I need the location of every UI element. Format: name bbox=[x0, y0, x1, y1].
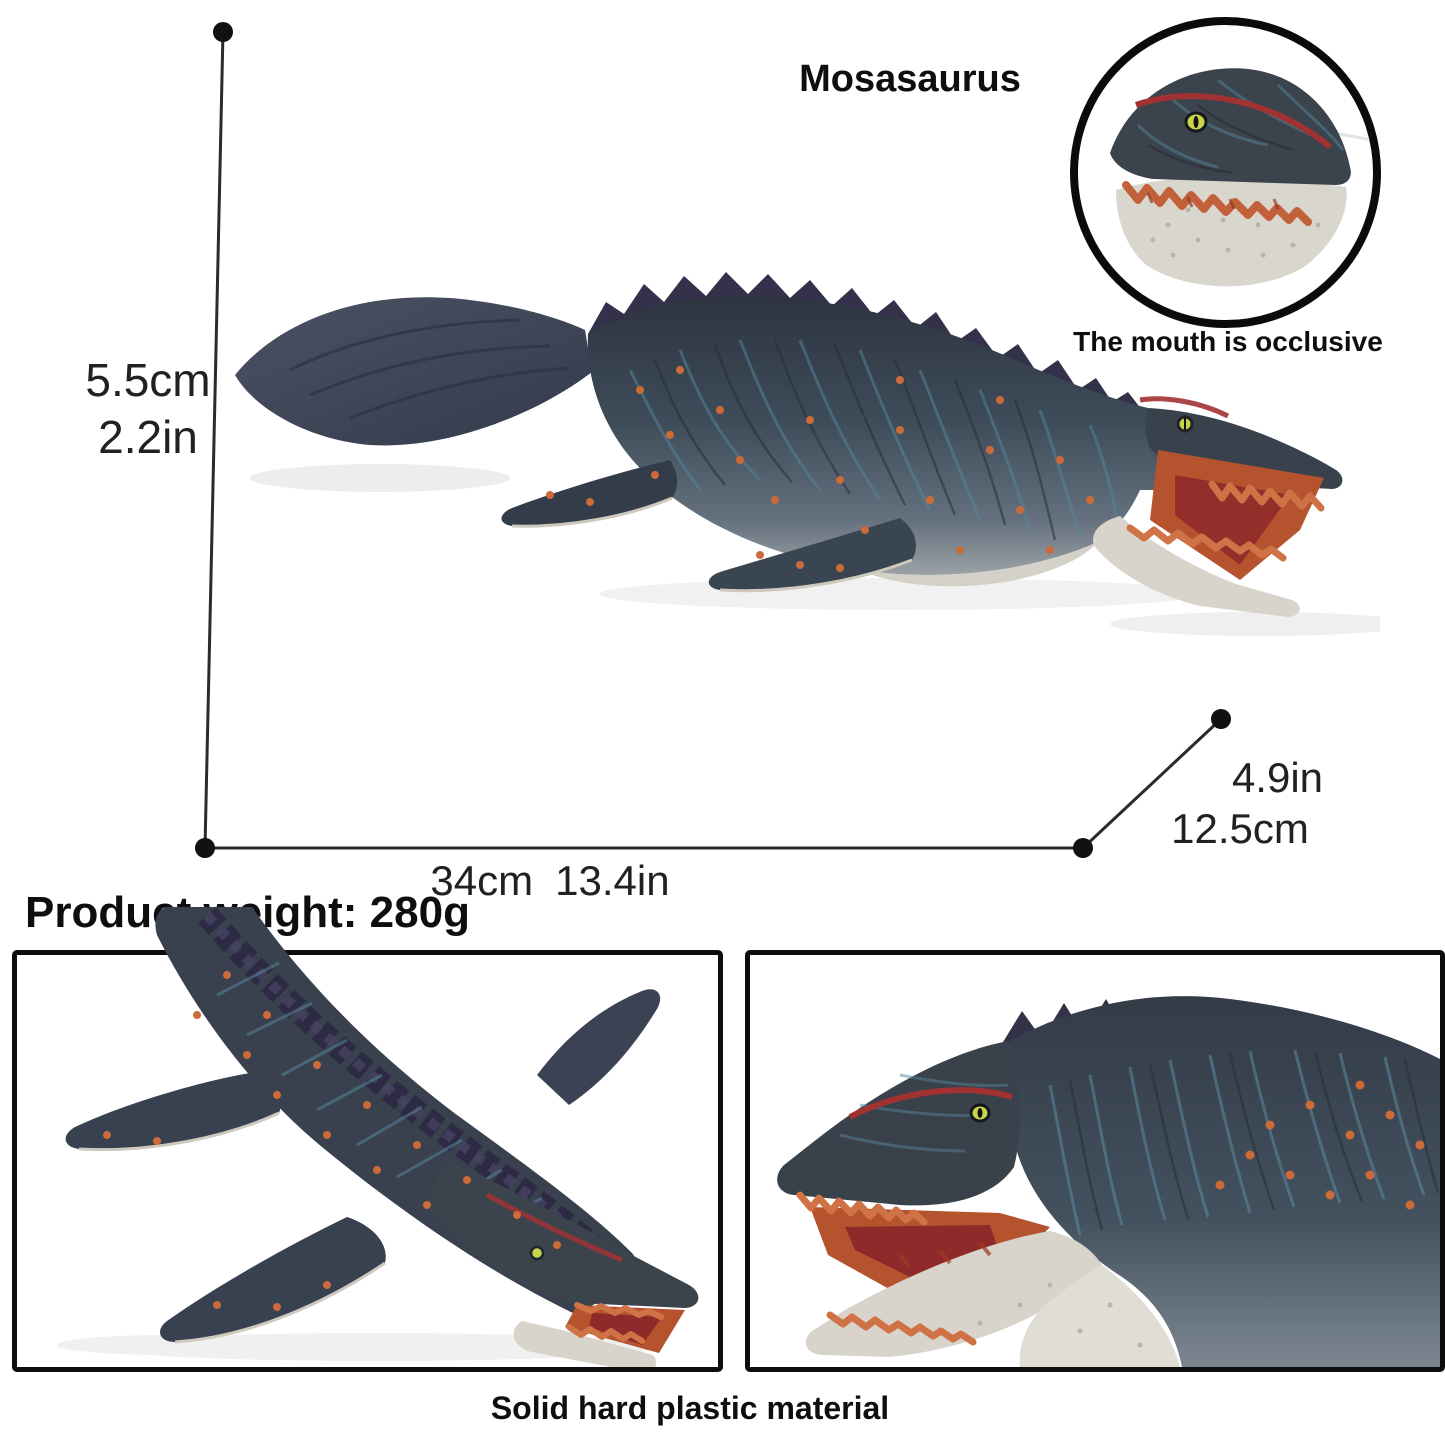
far-flipper bbox=[537, 989, 661, 1105]
dimension-endpoint-dot bbox=[213, 22, 233, 42]
red-stripe bbox=[1139, 396, 1230, 419]
mouth-inset-photo bbox=[1110, 68, 1373, 287]
orange-spots bbox=[1215, 1080, 1425, 1210]
length-in-value: 13.4in bbox=[555, 857, 670, 904]
closeup-upper-head bbox=[777, 1041, 1020, 1206]
inset-lower-jaw bbox=[1116, 176, 1347, 287]
upper-teeth bbox=[1208, 480, 1325, 512]
inset-red-stripe bbox=[1134, 93, 1332, 150]
dimension-endpoint-dot bbox=[1211, 709, 1231, 729]
length-cm-value: 34cm bbox=[430, 857, 534, 904]
dimension-endpoint-dot bbox=[1073, 838, 1093, 858]
rear-flipper bbox=[501, 460, 678, 527]
length-label: 34cm 13.4in bbox=[390, 857, 710, 904]
height-dimension-line bbox=[203, 31, 225, 849]
product-name-label: Mosasaurus bbox=[799, 58, 1021, 100]
head-closeup-photo bbox=[777, 996, 1440, 1367]
dimension-lines bbox=[195, 22, 1231, 858]
body bbox=[587, 295, 1220, 575]
closeup-red-stripe bbox=[848, 1087, 1013, 1120]
depth-cm-label: 12.5cm bbox=[1171, 805, 1309, 852]
material-caption: Solid hard plastic material bbox=[490, 1390, 890, 1426]
top-view-lower-jaw bbox=[513, 1321, 657, 1367]
dimension-endpoint-dot bbox=[195, 838, 215, 858]
height-in-label: 2.2in bbox=[98, 411, 198, 463]
inset-occluded-teeth bbox=[1122, 181, 1312, 226]
closeup-lower-teeth bbox=[826, 1311, 977, 1346]
top-view-eye bbox=[529, 1245, 545, 1261]
bottom-left-flipper bbox=[160, 1217, 386, 1342]
inset-caption: The mouth is occlusive bbox=[1073, 326, 1383, 357]
main-product-photo bbox=[235, 272, 1380, 636]
mosasaurus-side-view bbox=[235, 272, 1380, 636]
depth-in-label: 4.9in bbox=[1231, 754, 1324, 801]
front-flipper bbox=[708, 518, 916, 591]
closeup-upper-teeth bbox=[796, 1191, 928, 1226]
top-left-flipper bbox=[65, 1070, 282, 1150]
closeup-chest bbox=[1019, 1265, 1180, 1367]
top-view-photo bbox=[57, 907, 699, 1367]
tail-fin bbox=[235, 297, 592, 446]
height-cm-label: 5.5cm bbox=[85, 354, 211, 406]
orange-spots bbox=[103, 971, 561, 1311]
inset-circle bbox=[1070, 17, 1381, 328]
lower-teeth bbox=[1126, 524, 1287, 562]
depth-dimension-line bbox=[1081, 717, 1223, 850]
orange-spots bbox=[546, 366, 1094, 572]
